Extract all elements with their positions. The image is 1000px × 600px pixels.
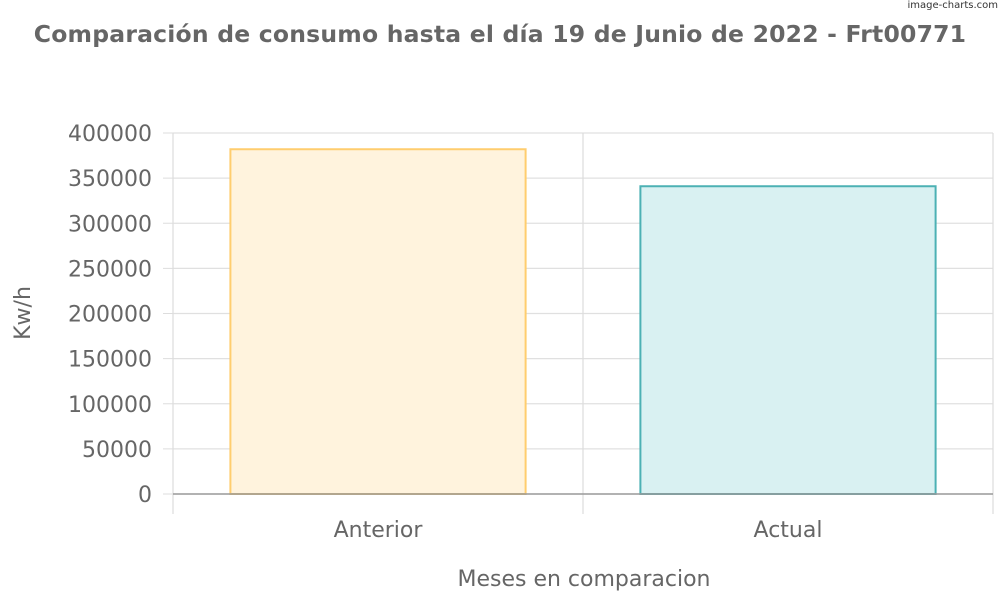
y-tick-labels: 0 50000 100000 150000 200000 250000 300000 3500… bbox=[68, 122, 152, 508]
x-axis-title: Meses en comparacion bbox=[457, 567, 710, 592]
y-tick-label: 300000 bbox=[68, 212, 152, 237]
bars bbox=[229, 148, 937, 495]
chart-watermark: image-charts.com bbox=[907, 0, 999, 11]
y-tick-label: 150000 bbox=[68, 348, 152, 373]
x-tick-label: Actual bbox=[754, 518, 823, 543]
y-tick-label: 100000 bbox=[68, 393, 152, 418]
bar-anterior bbox=[229, 148, 527, 495]
chart-title: Comparación de consumo hasta el día 19 d… bbox=[33, 20, 967, 48]
y-tick-label: 50000 bbox=[82, 438, 152, 463]
y-tick-label: 250000 bbox=[68, 257, 152, 282]
y-axis-title: Kw/h bbox=[11, 286, 36, 340]
y-tick-label: 350000 bbox=[68, 167, 152, 192]
x-tick-labels: Anterior Actual bbox=[334, 518, 823, 543]
bar-actual bbox=[639, 185, 937, 495]
y-tick-label: 200000 bbox=[68, 303, 152, 328]
x-tick-label: Anterior bbox=[334, 518, 424, 543]
y-tick-label: 400000 bbox=[68, 122, 152, 147]
y-tick-label: 0 bbox=[138, 483, 152, 508]
